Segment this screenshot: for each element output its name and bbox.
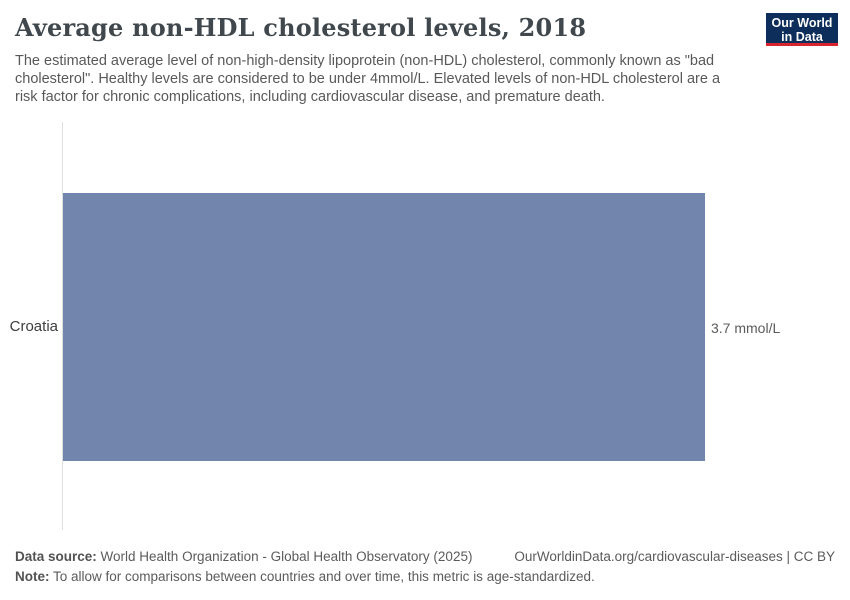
value-label-croatia: 3.7 mmol/L — [711, 320, 781, 336]
owid-logo-line1: Our World — [771, 16, 833, 30]
data-source-label: Data source: — [15, 549, 97, 564]
owid-url-link[interactable]: OurWorldinData.org/cardiovascular-diseas… — [514, 549, 835, 564]
data-source-line: Data source: World Health Organization -… — [15, 547, 472, 567]
owid-logo[interactable]: Our World in Data — [766, 13, 838, 46]
owid-logo-line2: in Data — [781, 30, 823, 44]
chart-title: Average non-HDL cholesterol levels, 2018 — [15, 13, 587, 42]
entity-label-croatia: Croatia — [9, 318, 58, 335]
data-source-text: World Health Organization - Global Healt… — [96, 549, 473, 564]
note-line: Note: To allow for comparisons between c… — [15, 567, 835, 587]
chart-footer: Data source: World Health Organization -… — [15, 547, 835, 587]
note-label: Note: — [15, 569, 50, 584]
y-axis-line — [62, 122, 63, 530]
note-text: To allow for comparisons between countri… — [49, 569, 595, 584]
chart-subtitle: The estimated average level of non-high-… — [15, 53, 721, 105]
bar-croatia[interactable] — [63, 193, 705, 461]
